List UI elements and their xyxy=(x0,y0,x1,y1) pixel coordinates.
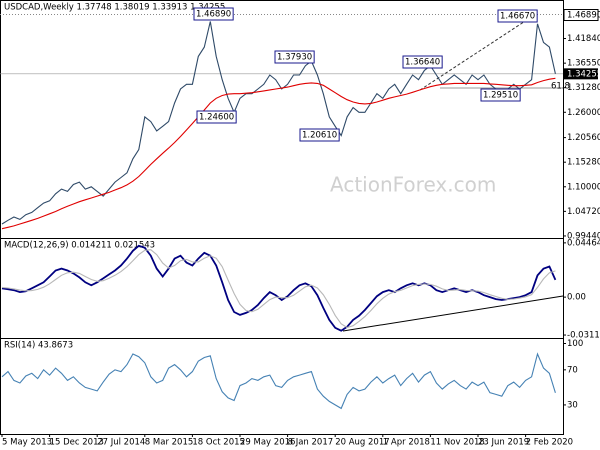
x-tick-label: 8 Mar 2015 xyxy=(145,438,193,448)
macd-title: MACD(12,26,9) 0.014211 0.021543 xyxy=(4,241,155,251)
annotation: 1.20610 xyxy=(302,131,337,141)
high-tag xyxy=(563,9,599,22)
annotation: 1.37930 xyxy=(277,53,312,63)
annotation-box xyxy=(196,110,237,124)
annotation-box xyxy=(480,88,521,102)
x-tick-label: 8 Jan 2017 xyxy=(288,438,334,448)
x-tick-label: 5 May 2013 xyxy=(2,438,52,448)
x-tick-label: 15 Dec 2013 xyxy=(50,438,104,448)
y-tick-label: 70 xyxy=(567,365,578,375)
macd-trend-line xyxy=(342,295,564,332)
x-tick-label: 27 Jul 2014 xyxy=(97,438,145,448)
y-tick-label: 1.20560 xyxy=(567,133,600,143)
y-tick-label: 1.31280 xyxy=(567,83,600,93)
x-tick-label: 29 May 2016 xyxy=(240,438,295,448)
annotation-box xyxy=(193,7,234,21)
y-tick-label: 1.41840 xyxy=(567,34,600,44)
y-tick-label: 1.15280 xyxy=(567,158,600,168)
annotation: 1.36640 xyxy=(405,58,440,68)
watermark: ActionForex.com xyxy=(330,173,496,197)
y-tick-label: 30 xyxy=(567,400,578,410)
y-tick-label: 1.26000 xyxy=(567,108,600,118)
annotation: 1.24600 xyxy=(199,113,234,123)
x-tick-label: 23 Jun 2019 xyxy=(478,438,529,448)
annotation-box xyxy=(497,9,538,23)
y-tick-label: 0.044642 xyxy=(567,238,600,248)
rsi-panel xyxy=(0,338,564,435)
y-tick-label: 1.10000 xyxy=(567,182,600,192)
x-tick-label: 1 Apr 2018 xyxy=(383,438,430,448)
fib-label: 61.8 xyxy=(551,82,570,92)
price-tag-label: 1.34255 xyxy=(567,69,600,79)
annotation-box xyxy=(274,50,315,64)
annotation: 1.29510 xyxy=(483,91,518,101)
x-tick-label: 2 Feb 2020 xyxy=(526,438,574,448)
chart-title: USDCAD,Weekly 1.37748 1.38019 1.33913 1.… xyxy=(4,3,225,13)
annotation-box xyxy=(402,55,443,69)
annotation: 1.46670 xyxy=(500,12,535,22)
y-tick-label: 0.00 xyxy=(567,293,586,303)
rsi-title: RSI(14) 43.8673 xyxy=(4,341,73,351)
series-line xyxy=(1,21,556,225)
annotation: 1.46890 xyxy=(196,10,231,20)
y-tick-label: -0.031183 xyxy=(567,331,600,341)
x-tick-label: 20 Aug 2017 xyxy=(335,438,389,448)
series-line xyxy=(1,352,556,410)
series-line xyxy=(1,249,556,329)
trend-line xyxy=(419,13,537,91)
y-tick-label: 1.46890 xyxy=(567,11,600,21)
annotation-box xyxy=(299,128,340,142)
x-tick-label: 11 Nov 2018 xyxy=(430,438,484,448)
x-tick-label: 18 Oct 2015 xyxy=(192,438,245,448)
y-tick-label: 100 xyxy=(567,339,583,349)
price-tag xyxy=(564,68,598,80)
y-tick-label: 0.99440 xyxy=(567,231,600,241)
y-tick-label: 1.04720 xyxy=(567,207,600,217)
y-tick-label: 1.36550 xyxy=(567,59,600,69)
series-line xyxy=(1,77,556,230)
